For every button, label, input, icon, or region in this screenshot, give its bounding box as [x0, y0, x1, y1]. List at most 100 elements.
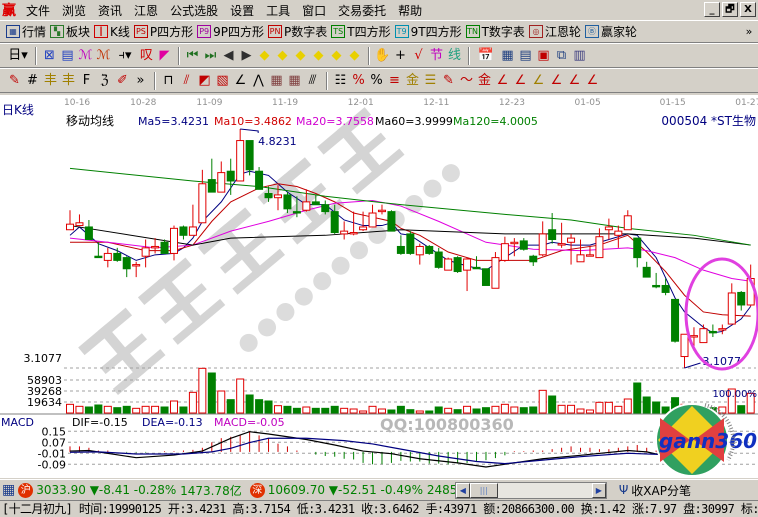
candle — [66, 210, 74, 231]
right-icon[interactable]: ▶ — [241, 47, 252, 63]
toolbar-label: T四方形 — [347, 25, 391, 39]
bar-type-icon[interactable]: ⫞▾ — [118, 47, 132, 63]
flag-icon[interactable]: ◤ — [159, 47, 170, 63]
toolbar-t-number-table-button[interactable]: TN T数字表 — [465, 23, 525, 40]
toolbar-p-square-button[interactable]: PS P四方形 — [133, 23, 193, 40]
sigh-icon[interactable]: 叹 — [139, 47, 153, 63]
toolbar-winner-wheel-button[interactable]: Ⓑ 赢家轮 — [584, 23, 637, 40]
scroll-thumb[interactable]: ||| — [469, 482, 498, 498]
menu-settings[interactable]: 设置 — [230, 3, 255, 18]
toolbar-quotes-button[interactable]: ▦ 行情 — [6, 23, 46, 40]
calendar-icon[interactable]: 📅 — [477, 47, 495, 63]
toolbar-kline-button[interactable]: ┃ K线 — [94, 23, 130, 40]
close-button[interactable]: X — [740, 2, 756, 17]
save-icon[interactable]: ▣ — [537, 47, 550, 63]
notes-icon[interactable]: ▤ — [519, 47, 532, 63]
angle-ying-icon[interactable]: ∠ — [568, 72, 581, 88]
dea-line — [69, 437, 666, 465]
pen-bar-icon[interactable]: ✎ — [443, 72, 454, 88]
box-icon[interactable]: ⊓ — [163, 72, 174, 88]
toolbar-p-number-table-button[interactable]: PN P数字表 — [268, 23, 327, 40]
zigzag-icon[interactable]: ⋀ — [253, 72, 264, 88]
menu-help[interactable]: 帮助 — [398, 3, 423, 18]
diamond-right-icon[interactable]: ◆ — [277, 47, 288, 63]
spiral-icon[interactable]: ℨ — [100, 72, 109, 88]
network-icon[interactable]: ⧉ — [556, 47, 567, 63]
menu-info[interactable]: 资讯 — [98, 3, 123, 18]
computer-icon[interactable]: ▥ — [573, 47, 586, 63]
candle — [179, 225, 188, 240]
volume-tick-label: 19634 — [27, 396, 62, 409]
fan-box-icon[interactable]: ▧ — [216, 72, 229, 88]
va-icon[interactable]: √ — [414, 47, 423, 63]
scroll-left-button[interactable]: ◀ — [455, 482, 470, 498]
calendar-grid-icon[interactable]: ▦ — [2, 482, 16, 498]
percent-icon[interactable]: % — [370, 72, 383, 88]
pen-icon[interactable]: ✎ — [9, 72, 20, 88]
first-icon[interactable]: ⏮ — [186, 47, 199, 63]
kline-chart[interactable]: 日K线 移动均线 Ma5=3.4231 Ma10=3.4862 Ma20=3.7… — [0, 95, 758, 478]
toolbar-9p-square-button[interactable]: P9 9P四方形 — [197, 23, 264, 40]
more-icon[interactable]: » — [136, 72, 145, 88]
scale-icon[interactable]: ☷ — [334, 72, 347, 88]
toolbar-sectors-button[interactable]: ▚ 板块 — [50, 23, 90, 40]
fan-icon[interactable]: ⫽ — [183, 72, 190, 88]
grid-icon[interactable]: # — [27, 72, 38, 88]
curve-9-icon[interactable]: ℳ — [96, 47, 111, 63]
f-line-icon[interactable]: F — [82, 72, 91, 88]
minimize-button[interactable]: _ — [704, 2, 720, 17]
restore-button[interactable]: 🗗 — [722, 2, 738, 17]
menu-window[interactable]: 窗口 — [302, 3, 327, 18]
menu-trade[interactable]: 交易委托 — [338, 3, 387, 18]
volume-bar — [160, 406, 169, 414]
jie-icon[interactable]: 节 — [429, 47, 443, 63]
angle-shen-icon[interactable]: ∠ — [550, 72, 563, 88]
angle-icon[interactable]: ∠ — [234, 72, 247, 88]
diamond-left-icon[interactable]: ◆ — [259, 47, 270, 63]
diamond-x-icon[interactable]: ◆ — [313, 47, 324, 63]
crosshair-icon[interactable]: + — [395, 47, 406, 63]
gold-line-icon[interactable]: 金 — [477, 72, 491, 88]
percent-line-icon[interactable]: % — [352, 72, 365, 88]
grid-box-icon[interactable]: ▦ — [270, 72, 283, 88]
volume-bar — [122, 405, 131, 414]
arc-icon[interactable]: ◩ — [198, 72, 211, 88]
diamond-h-icon[interactable]: ◆ — [295, 47, 306, 63]
toolbar-9t-square-button[interactable]: T9 9T四方形 — [394, 23, 462, 40]
ticker-scrollbar[interactable]: ◀ ||| ▶ — [454, 481, 607, 499]
angle-f-icon[interactable]: ∠ — [514, 72, 527, 88]
gold-circle-icon[interactable]: 金 — [405, 72, 419, 88]
calculator-icon[interactable]: ▦ — [501, 47, 514, 63]
gold-2-icon[interactable]: 丰 — [61, 72, 75, 88]
scroll-right-button[interactable]: ▶ — [591, 482, 606, 498]
curve-3-icon[interactable]: ℳ — [78, 47, 93, 63]
period-day-icon[interactable]: 日▾ — [8, 47, 28, 63]
menu-gann[interactable]: 江恩 — [134, 3, 159, 18]
toolbar-t-square-button[interactable]: TS T四方形 — [331, 23, 391, 40]
last-icon[interactable]: ⏭ — [204, 47, 217, 63]
parallel-icon[interactable]: ⫻ — [308, 72, 317, 88]
menu-formula-screen[interactable]: 公式选股 — [170, 3, 219, 18]
angle-j-icon[interactable]: ∠ — [496, 72, 509, 88]
diamond-updown-icon[interactable]: ◆ — [349, 47, 360, 63]
diamond-cross-icon[interactable]: ◆ — [331, 47, 342, 63]
wave-icon[interactable]: 〜 — [459, 72, 473, 88]
menu-file[interactable]: 文件 — [26, 3, 51, 18]
angle-si-icon[interactable]: ∠ — [586, 72, 599, 88]
gold-lines-icon[interactable]: ☰ — [424, 72, 437, 88]
grid-box-2-icon[interactable]: ▦ — [288, 72, 301, 88]
document-icon[interactable]: ▤ — [61, 47, 74, 63]
window-pattern-icon[interactable]: ⊠ — [44, 47, 55, 63]
angle-gold-icon[interactable]: ∠ — [532, 72, 545, 88]
left-icon[interactable]: ◀ — [223, 47, 234, 63]
menu-tools[interactable]: 工具 — [266, 3, 291, 18]
menu-browse[interactable]: 浏览 — [62, 3, 87, 18]
gold-1-icon[interactable]: 丰 — [43, 72, 57, 88]
toolbar-gann-wheel-button[interactable]: ◎ 江恩轮 — [528, 23, 581, 40]
percent-bar-icon[interactable]: ≡ — [389, 72, 400, 88]
line-icon[interactable]: 线 — [447, 47, 461, 63]
candle — [75, 214, 84, 227]
hand-icon[interactable]: ✋ — [374, 47, 391, 63]
pen-ruler-icon[interactable]: ✐ — [117, 72, 128, 88]
toolbar-more-button[interactable]: » — [740, 25, 758, 38]
